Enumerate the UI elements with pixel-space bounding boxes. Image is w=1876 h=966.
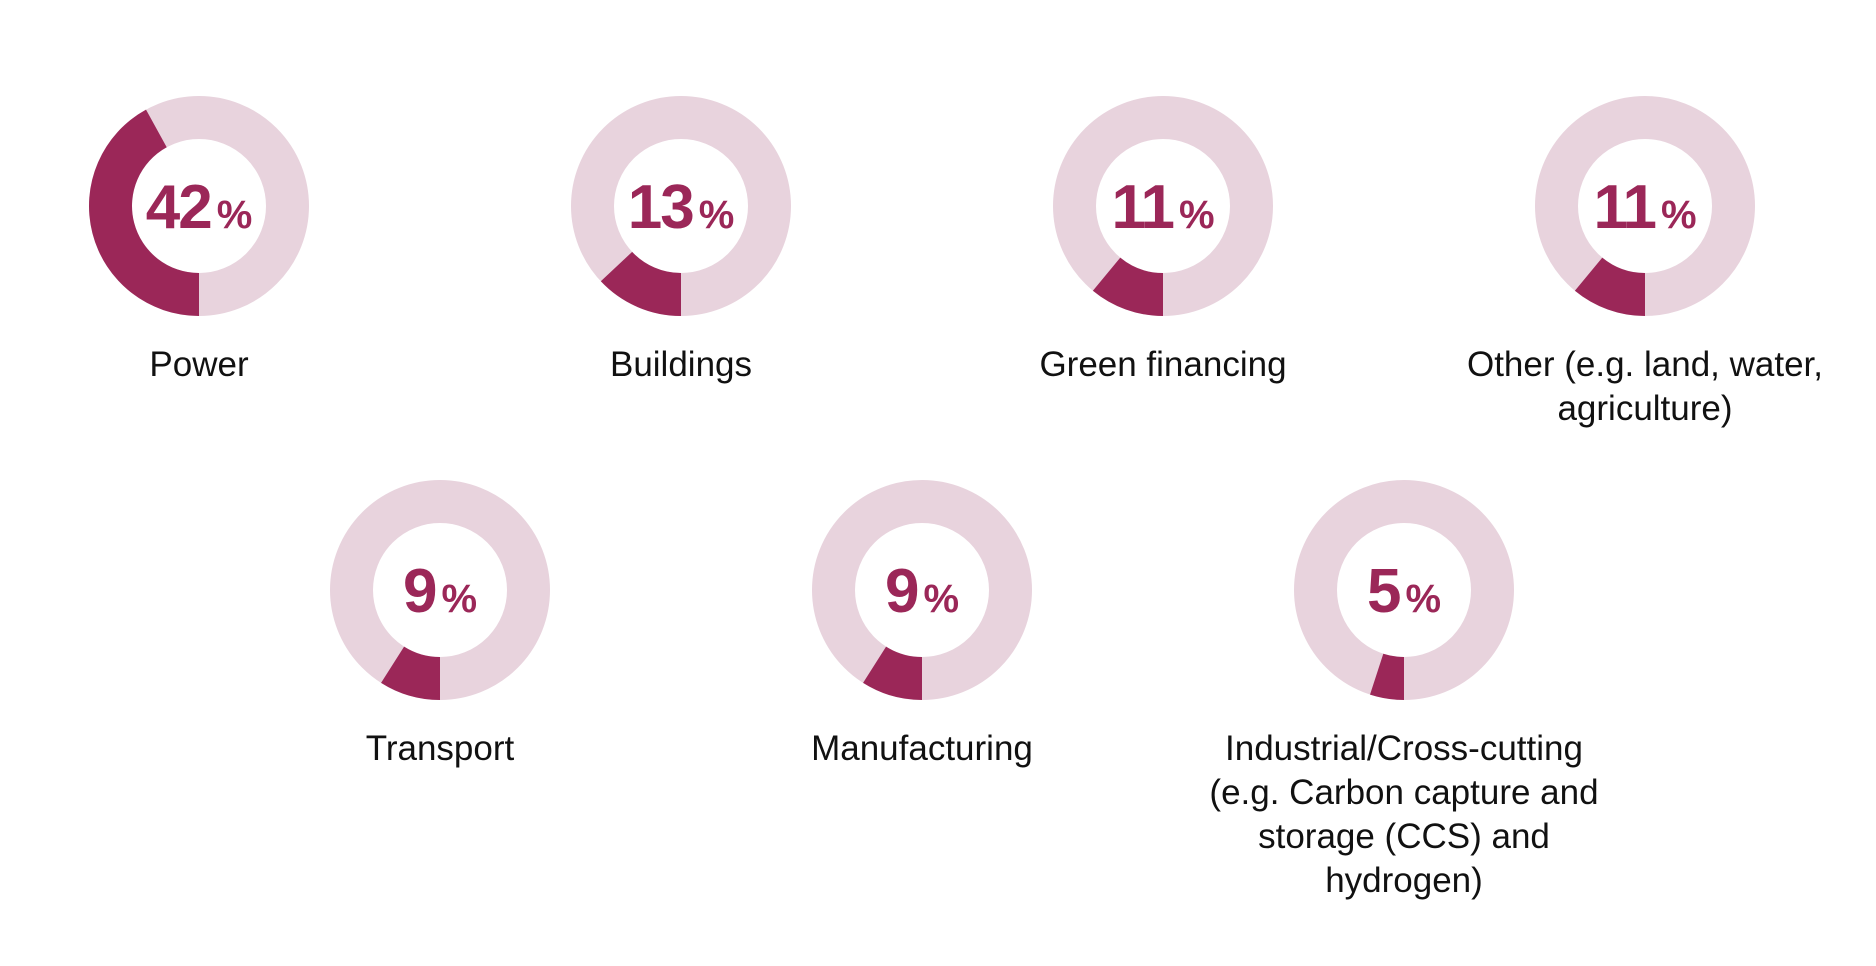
value-number: 11	[1111, 173, 1173, 242]
donut-ring: 9%	[330, 480, 550, 700]
value-label: 11%	[1111, 173, 1214, 242]
donut-transport: 9% Transport	[230, 475, 650, 771]
donut-ring: 13%	[571, 96, 791, 316]
category-label: Manufacturing	[811, 729, 1033, 768]
value-number: 9	[403, 557, 436, 626]
value-label: 9%	[403, 557, 477, 626]
value-label: 42%	[146, 173, 253, 242]
value-number: 13	[628, 173, 693, 242]
donut-segment-industrial-cross-cutting	[1370, 653, 1404, 700]
donut-segment-power	[88, 109, 199, 316]
donut-ring: 42%	[88, 96, 309, 316]
value-label: 13%	[628, 173, 735, 242]
donut-power: 42% Power	[0, 91, 409, 387]
value-label: 11%	[1593, 173, 1696, 242]
category-label: Other (e.g. land, water, agriculture)	[1466, 345, 1823, 428]
donut-track	[1294, 480, 1514, 700]
percent-sign: %	[217, 193, 253, 237]
value-number: 11	[1593, 173, 1655, 242]
donut-segment-other	[1574, 257, 1645, 316]
donut-other: 11% Other (e.g. land, water, agriculture)	[1435, 91, 1855, 431]
donut-ring: 5%	[1294, 480, 1514, 700]
category-label: Transport	[365, 729, 515, 768]
donut-segment-green-financing	[1092, 257, 1163, 316]
percent-sign: %	[1179, 193, 1215, 237]
donut-segment-manufacturing	[863, 646, 922, 700]
category-label: Power	[149, 345, 249, 384]
donut-segment-buildings	[600, 251, 681, 316]
donut-segment-transport	[381, 646, 440, 700]
percent-sign: %	[1405, 577, 1441, 621]
percent-sign: %	[699, 193, 735, 237]
category-label: Green financing	[1039, 345, 1287, 384]
donut-ring: 9%	[812, 480, 1032, 700]
donut-buildings: 13% Buildings	[471, 91, 891, 387]
donut-green-financing: 11% Green financing	[953, 91, 1373, 387]
donut-track	[812, 480, 1032, 700]
value-number: 9	[885, 557, 918, 626]
donut-ring: 11%	[1535, 96, 1755, 316]
percent-sign: %	[923, 577, 959, 621]
category-label: Buildings	[609, 345, 753, 384]
category-label: Industrial/Cross-cutting (e.g. Carbon ca…	[1209, 729, 1599, 900]
donut-ring: 11%	[1053, 96, 1273, 316]
donut-industrial-cross-cutting: 5% Industrial/Cross-cutting (e.g. Carbon …	[1194, 475, 1614, 903]
donut-manufacturing: 9% Manufacturing	[712, 475, 1132, 771]
donut-track	[330, 480, 550, 700]
percent-sign: %	[1661, 193, 1697, 237]
value-number: 42	[146, 173, 211, 242]
percent-sign: %	[441, 577, 477, 621]
value-label: 5%	[1367, 557, 1441, 626]
value-label: 9%	[885, 557, 959, 626]
value-number: 5	[1367, 557, 1400, 626]
